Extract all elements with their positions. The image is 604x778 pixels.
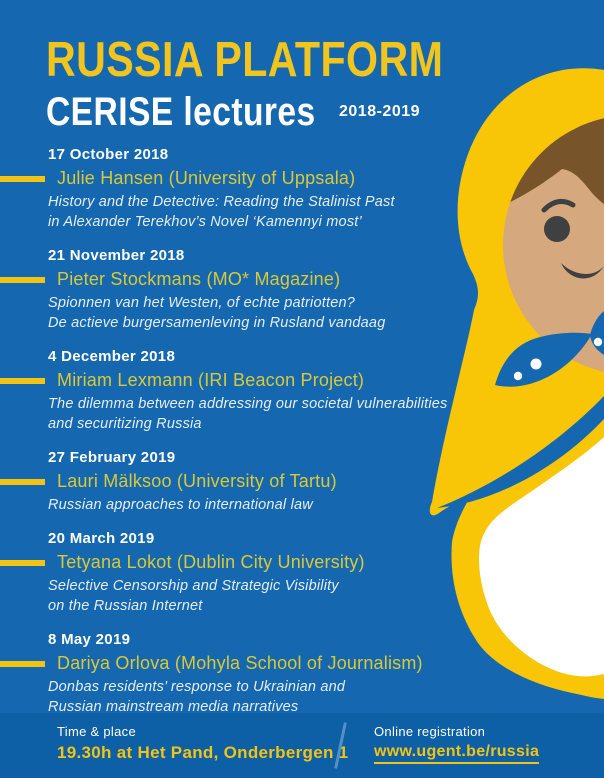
lecture-topic-line: De actieve burgersamenleving in Rusland …: [48, 315, 386, 331]
bullet-dash: [0, 559, 45, 566]
lecture-date: 8 May 2019: [48, 631, 131, 648]
lecture-date: 4 December 2018: [48, 348, 176, 365]
lecture-topic-line: in Alexander Terekhov’s Novel ‘Kamennyi …: [48, 214, 362, 230]
bullet-dash: [0, 377, 45, 384]
page-subtitle: CERISE lectures: [46, 90, 316, 134]
doll-hair: [503, 115, 604, 224]
registration-link[interactable]: www.ugent.be/russia: [374, 743, 540, 764]
lecture-topic-line: and securitizing Russia: [48, 416, 202, 432]
time-place-block: Time & place 19.30h at Het Pand, Onderbe…: [57, 724, 348, 763]
lecture-topic-line: Russian mainstream media narratives: [48, 699, 299, 715]
poster-header: RUSSIA PLATFORM CERISE lectures 2018-201…: [46, 36, 519, 134]
lecture-date: 27 February 2019: [48, 449, 176, 466]
doll-eye: [544, 216, 570, 242]
lecture-topic-line: History and the Detective: Reading the S…: [48, 194, 395, 210]
lecture-speaker: Lauri Mälksoo (University of Tartu): [57, 471, 337, 491]
registration-label: Online registration: [374, 724, 486, 739]
time-place-label: Time & place: [57, 724, 136, 739]
doll-scarf-dot: [593, 337, 603, 347]
lecture-list: 17 October 2018 Julie Hansen (University…: [0, 147, 480, 733]
lecture-entry: 20 March 2019 Tetyana Lokot (Dublin City…: [0, 531, 480, 616]
bullet-dash: [0, 478, 45, 485]
lecture-date: 20 March 2019: [48, 530, 155, 547]
lecture-entry: 4 December 2018 Miriam Lexmann (IRI Beac…: [0, 349, 480, 434]
doll-scarf-dot: [530, 358, 542, 370]
lecture-speaker: Tetyana Lokot (Dublin City University): [57, 552, 365, 572]
lecture-topic-line: Donbas residents’ response to Ukrainian …: [48, 679, 346, 695]
lecture-date: 21 November 2018: [48, 247, 185, 264]
doll-belly: [479, 437, 604, 677]
doll-smile: [561, 263, 604, 279]
lecture-topic-line: The dilemma between addressing our socie…: [48, 396, 448, 412]
season-label: 2018-2019: [339, 103, 421, 120]
lecture-entry: 8 May 2019 Dariya Orlova (Mohyla School …: [0, 632, 480, 717]
bullet-dash: [0, 660, 45, 667]
matryoshka-doll-illustration: [429, 68, 604, 700]
lecture-entry: 27 February 2019 Lauri Mälksoo (Universi…: [0, 450, 480, 515]
lecture-date: 17 October 2018: [48, 146, 169, 163]
bullet-dash: [0, 175, 45, 182]
registration-block: Online registration www.ugent.be/russia: [374, 724, 540, 764]
lecture-topic-line: Spionnen van het Westen, of echte patrio…: [48, 295, 355, 311]
page-title: RUSSIA PLATFORM: [46, 33, 444, 87]
doll-eyebrow: [541, 198, 576, 213]
lecture-speaker: Dariya Orlova (Mohyla School of Journali…: [57, 653, 423, 673]
lecture-topic-line: Russian approaches to international law: [48, 497, 313, 513]
lecture-speaker: Miriam Lexmann (IRI Beacon Project): [57, 370, 365, 390]
lecture-speaker: Julie Hansen (University of Uppsala): [57, 168, 356, 188]
bullet-dash: [0, 276, 45, 283]
lecture-entry: 17 October 2018 Julie Hansen (University…: [0, 147, 480, 232]
doll-scarf-dot: [513, 371, 523, 381]
lecture-topic-line: Selective Censorship and Strategic Visib…: [48, 578, 339, 594]
lecture-speaker: Pieter Stockmans (MO* Magazine): [57, 269, 341, 289]
lecture-topic-line: on the Russian Internet: [48, 598, 203, 614]
lecture-entry: 21 November 2018 Pieter Stockmans (MO* M…: [0, 248, 480, 333]
footer-bar: Time & place 19.30h at Het Pand, Onderbe…: [0, 713, 604, 778]
time-place-value: 19.30h at Het Pand, Onderbergen 1: [57, 743, 349, 762]
